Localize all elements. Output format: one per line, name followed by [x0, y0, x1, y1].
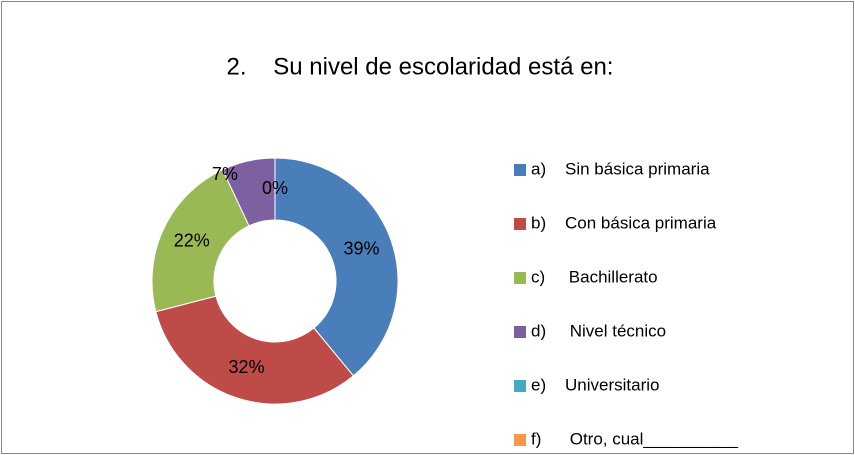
legend-label: a) Sin básica primaria	[531, 159, 710, 178]
data-label: 7%	[212, 164, 238, 184]
legend-swatch	[514, 272, 526, 284]
donut-slice	[221, 157, 276, 227]
data-label: 32%	[229, 357, 265, 377]
data-label: 22%	[174, 231, 210, 251]
legend-swatch	[514, 380, 526, 392]
legend-swatch	[514, 218, 526, 230]
legend-label: e) Universitario	[531, 375, 659, 394]
chart-title: 2. Su nivel de escolaridad está en:	[227, 53, 614, 80]
legend-swatch	[514, 326, 526, 338]
donut-slice	[274, 157, 399, 377]
legend-label: f) Otro, cual__________	[531, 429, 739, 448]
data-label: 39%	[344, 239, 380, 259]
legend-swatch	[514, 434, 526, 446]
legend-label: d) Nivel técnico	[531, 321, 666, 340]
donut-slice	[155, 295, 355, 405]
data-label: 0%	[262, 178, 288, 198]
legend-label: c) Bachillerato	[531, 267, 658, 286]
legend-label: b) Con básica primaria	[531, 213, 717, 232]
donut-slice	[151, 169, 250, 313]
legend-swatch	[514, 164, 526, 176]
